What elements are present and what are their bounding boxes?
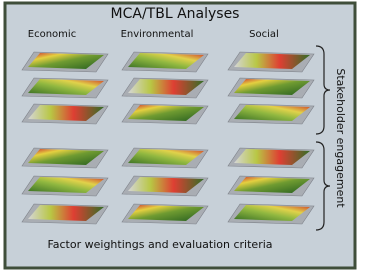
column-label: Social	[249, 29, 279, 40]
title: MCA/TBL Analyses	[111, 6, 240, 22]
side-label: Stakeholder engagement	[334, 68, 347, 208]
panel	[5, 3, 355, 268]
column-label: Economic	[28, 29, 76, 40]
diagram: MCA/TBL Analyses Economic Environmental …	[0, 0, 365, 275]
column-label: Environmental	[121, 29, 194, 40]
footer: Factor weightings and evaluation criteri…	[47, 238, 272, 251]
